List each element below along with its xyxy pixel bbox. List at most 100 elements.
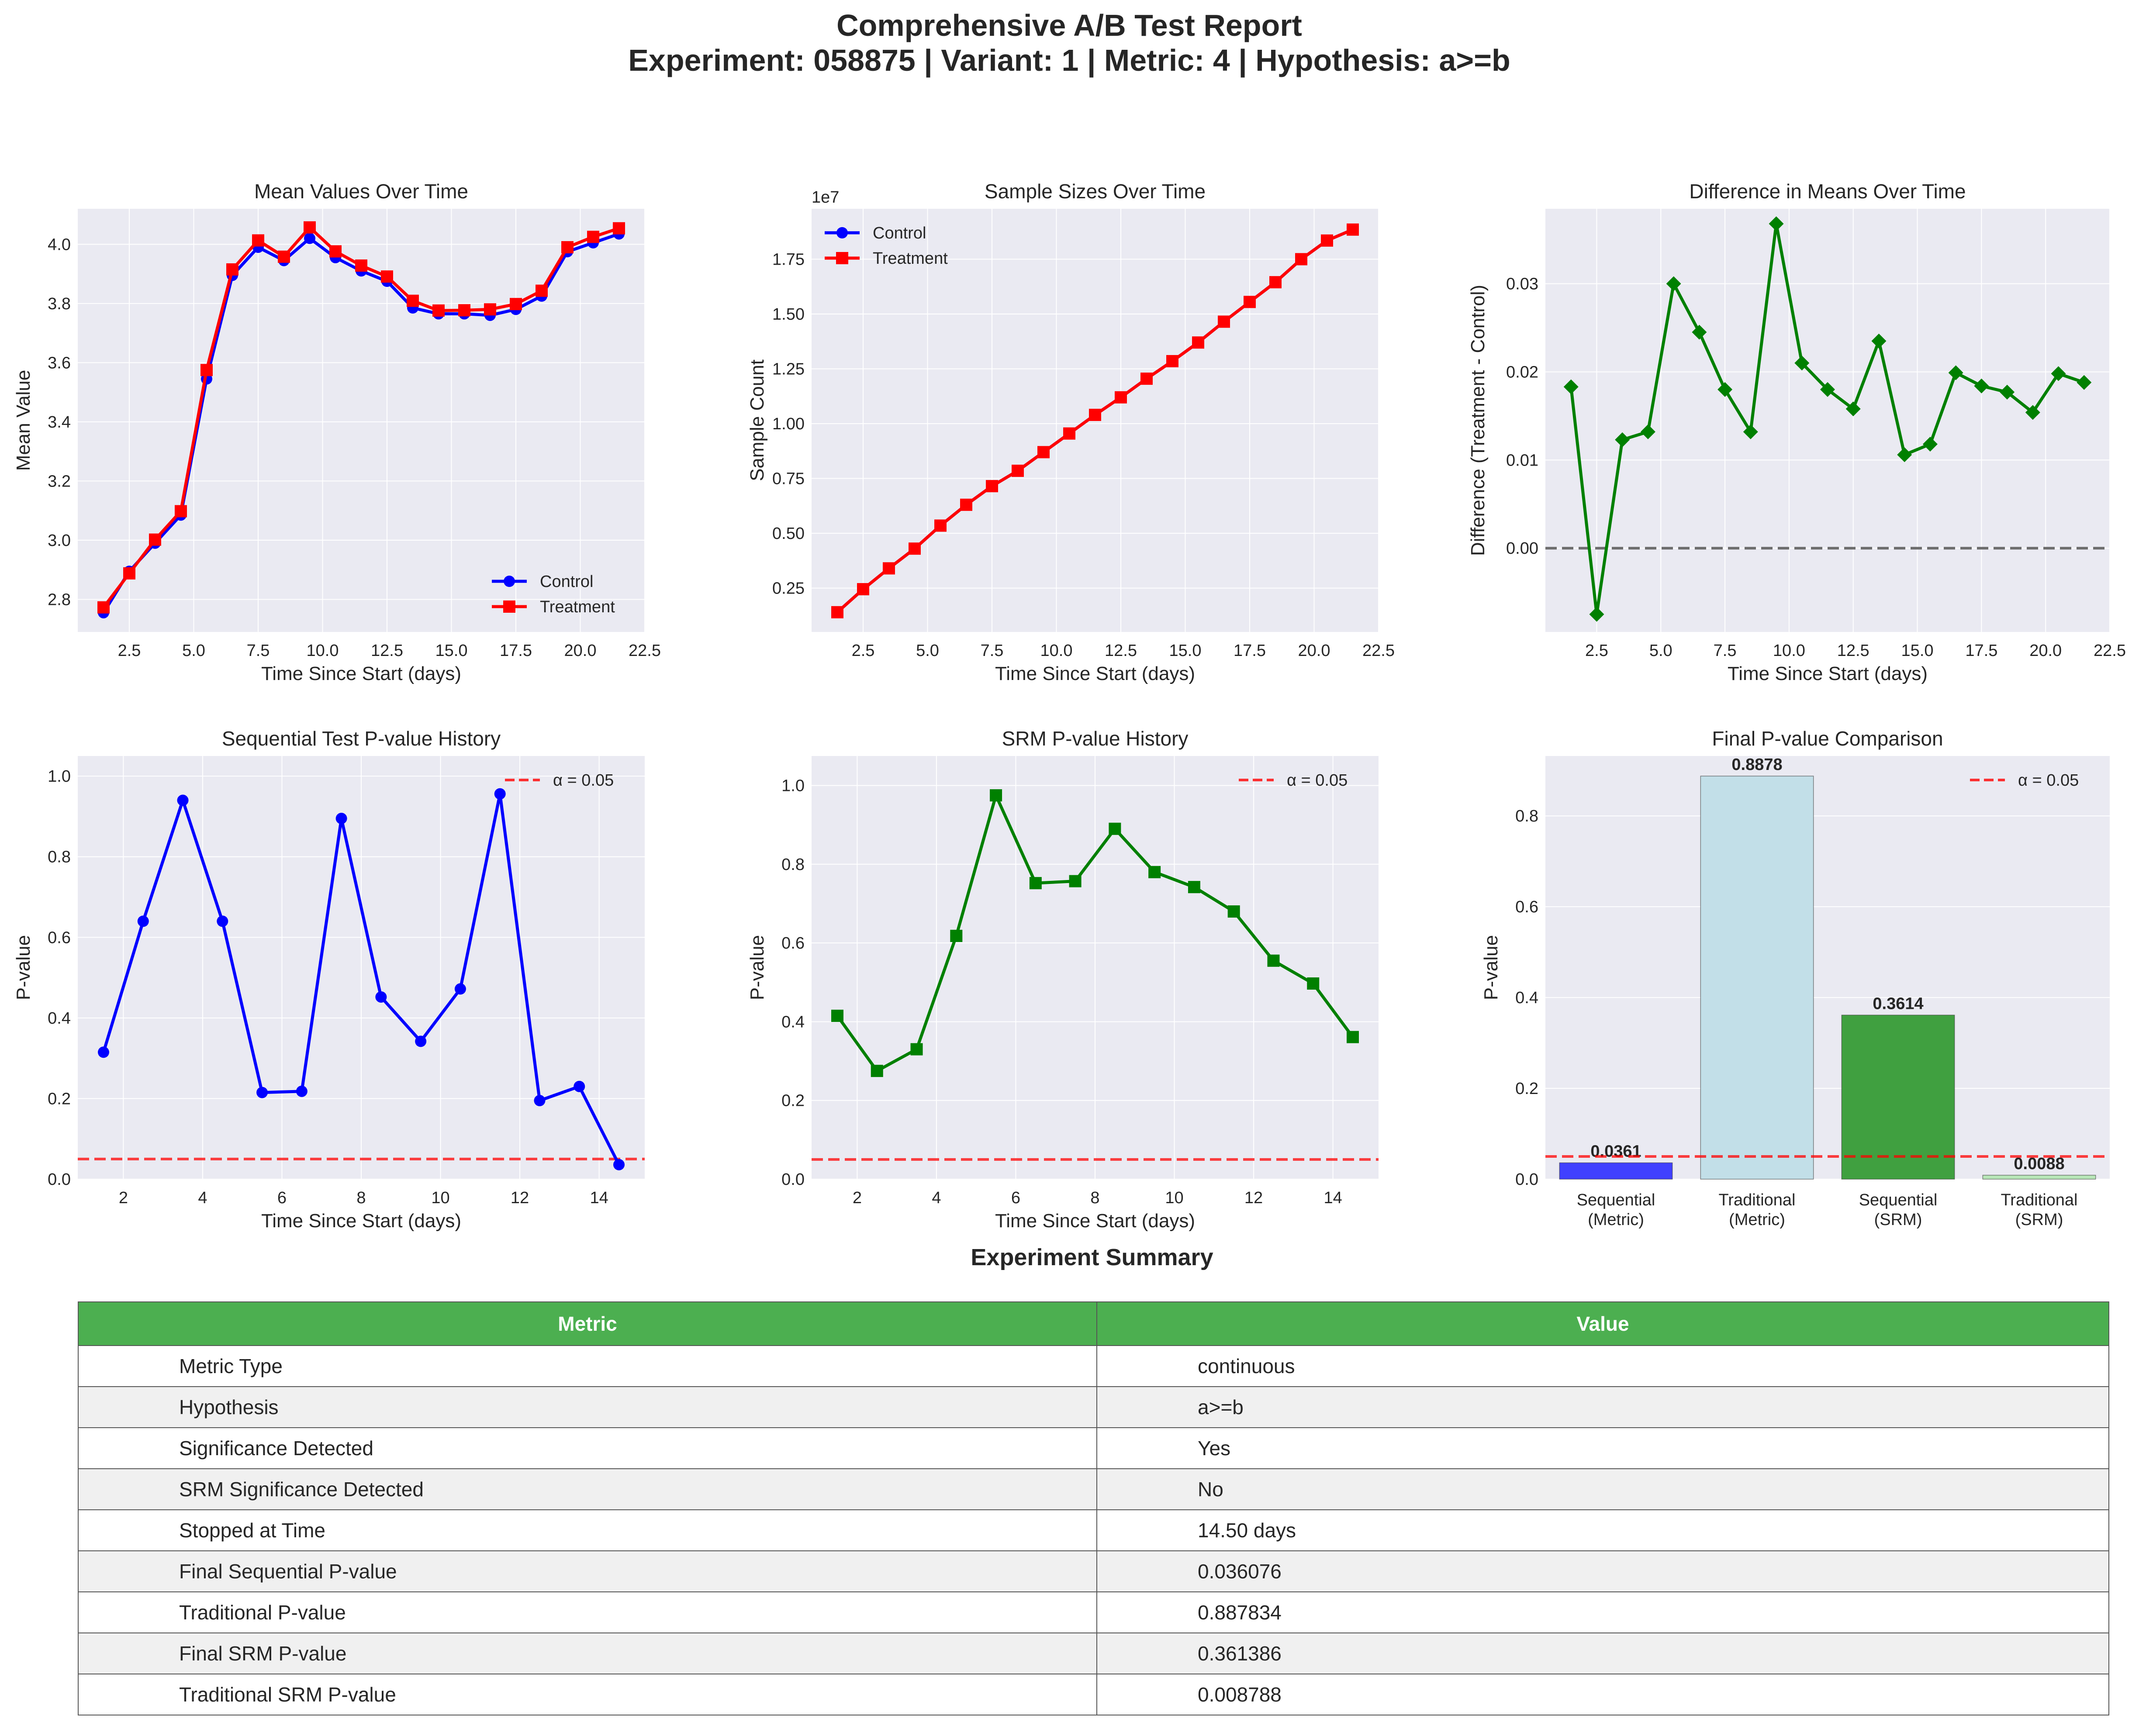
x-tick-label: 10 [1165, 1189, 1183, 1207]
y-tick-label: 0.6 [48, 928, 71, 947]
x-tick-label: 12.5 [371, 642, 403, 660]
y-tick-label: 0.2 [1515, 1080, 1538, 1098]
data-point [1166, 355, 1178, 367]
y-tick-label: 3.8 [48, 295, 71, 313]
data-point [1267, 954, 1280, 967]
data-point [2025, 405, 2040, 420]
data-point [1012, 464, 1024, 477]
y-tick-label: 0.25 [772, 580, 805, 598]
summary-value: 0.008788 [1096, 1674, 2109, 1715]
x-axis-label: Time Since Start (days) [261, 1210, 461, 1232]
summary-value: a>=b [1096, 1386, 2109, 1428]
data-point [1063, 427, 1075, 440]
x-tick-label: 5.0 [182, 642, 205, 660]
y-tick-label: 0.4 [1515, 989, 1538, 1007]
data-point [1307, 977, 1320, 990]
y-axis-label: Difference (Treatment - Control) [1467, 285, 1489, 556]
y-tick-label: 0.03 [1506, 275, 1538, 293]
axis-offset-label: 1e7 [812, 188, 839, 207]
summary-value: No [1096, 1468, 2109, 1510]
x-tick-label: 12.5 [1105, 642, 1137, 660]
data-point [1192, 336, 1204, 349]
y-tick-label: 0.75 [772, 470, 805, 488]
x-tick-label: 10.0 [307, 642, 339, 660]
data-point [454, 983, 466, 995]
data-point [910, 1043, 923, 1056]
summary-key: Final SRM P-value [78, 1632, 1097, 1674]
data-point [252, 234, 264, 247]
summary-key: Traditional P-value [78, 1591, 1097, 1633]
summary-key: SRM Significance Detected [78, 1468, 1097, 1510]
x-tick-label: 14 [590, 1189, 608, 1207]
data-point [1115, 391, 1127, 404]
y-tick-label: 3.4 [48, 413, 71, 431]
x-tick-label: 7.5 [1714, 642, 1737, 660]
y-tick-label: 0.2 [48, 1090, 71, 1108]
data-point [1140, 373, 1153, 385]
series-line [836, 794, 1354, 1073]
data-point [1845, 401, 1861, 417]
summary-key: Final Sequential P-value [78, 1550, 1097, 1592]
report-subtitle: Experiment: 058875 | Variant: 1 | Metric… [628, 43, 1510, 78]
data-point [200, 364, 213, 376]
chart-title: Mean Values Over Time [254, 180, 468, 203]
y-tick-label: 0.8 [48, 848, 71, 866]
bar-value-label: 0.0361 [1590, 1142, 1641, 1160]
chart-panel-1: 2.8 3.0 3.2 3.4 3.6 3.8 4.0 2.5 5.0 7.5 10.0 12.5 15… [13, 180, 661, 684]
legend: α = 0.05 [1239, 771, 1348, 790]
x-axis-label: Time Since Start (days) [995, 663, 1195, 684]
x-tick-label: 17.5 [1965, 642, 1997, 660]
data-point [1743, 424, 1758, 439]
y-tick-label: 4.0 [48, 235, 71, 254]
x-tick-label: 22.5 [2094, 642, 2126, 660]
x-tick-label: 22.5 [1362, 642, 1395, 660]
x-tick-label: 12.5 [1837, 642, 1869, 660]
x-tick-label: Traditional [1718, 1191, 1795, 1209]
data-point [407, 294, 419, 307]
chart-title: SRM P-value History [1002, 727, 1189, 750]
y-tick-label: 1.0 [48, 767, 71, 786]
x-tick-label: Sequential [1859, 1191, 1938, 1209]
y-tick-label: 0.50 [772, 525, 805, 543]
chart-panel-3: 0.00 0.01 0.02 0.03 2.5 5.0 7.5 10.0 12.5 15.0 17.… [1467, 180, 2126, 684]
data-point [484, 303, 496, 316]
summary-value: 14.50 days [1096, 1509, 2109, 1551]
data-point [123, 567, 135, 580]
data-point [587, 231, 599, 243]
x-tick-label: 4 [198, 1189, 207, 1207]
x-axis-label: Time Since Start (days) [995, 1210, 1195, 1232]
x-tick-label: 2.5 [1585, 642, 1608, 660]
data-point [149, 533, 161, 546]
x-tick-label: (SRM) [2015, 1211, 2063, 1229]
data-point [831, 606, 843, 618]
y-tick-label: 0.0 [48, 1170, 71, 1189]
chart-panel-4: 0.0 0.2 0.4 0.6 0.8 1.0 2 4 6 8 10 12 14 Sequential T… [13, 727, 645, 1232]
data-point [1666, 276, 1681, 291]
data-point [1794, 355, 1810, 371]
data-point [986, 480, 998, 493]
data-point [990, 789, 1002, 802]
legend-marker [836, 227, 848, 238]
summary-key: Traditional SRM P-value [78, 1674, 1097, 1715]
data-point [1037, 446, 1050, 459]
chart-title: Difference in Means Over Time [1689, 180, 1966, 203]
x-tick-label: (Metric) [1588, 1211, 1644, 1229]
data-point [960, 498, 972, 511]
legend-label: α = 0.05 [553, 771, 614, 790]
x-tick-label: Sequential [1577, 1191, 1655, 1209]
data-point [934, 519, 947, 532]
bar [1559, 1162, 1673, 1180]
data-point [415, 1035, 427, 1047]
y-tick-label: 0.6 [781, 934, 805, 953]
data-point [831, 1009, 843, 1022]
data-point [1871, 333, 1887, 349]
data-point [304, 221, 316, 234]
x-tick-label: (Metric) [1729, 1211, 1785, 1229]
data-point [871, 1065, 883, 1077]
data-point [1974, 378, 1989, 393]
data-point [494, 788, 506, 800]
x-tick-label: 17.5 [500, 642, 532, 660]
y-tick-label: 3.6 [48, 354, 71, 372]
summary-header-value: Value [1096, 1301, 2109, 1346]
summary-header-row: Metric Value [78, 1301, 2109, 1346]
